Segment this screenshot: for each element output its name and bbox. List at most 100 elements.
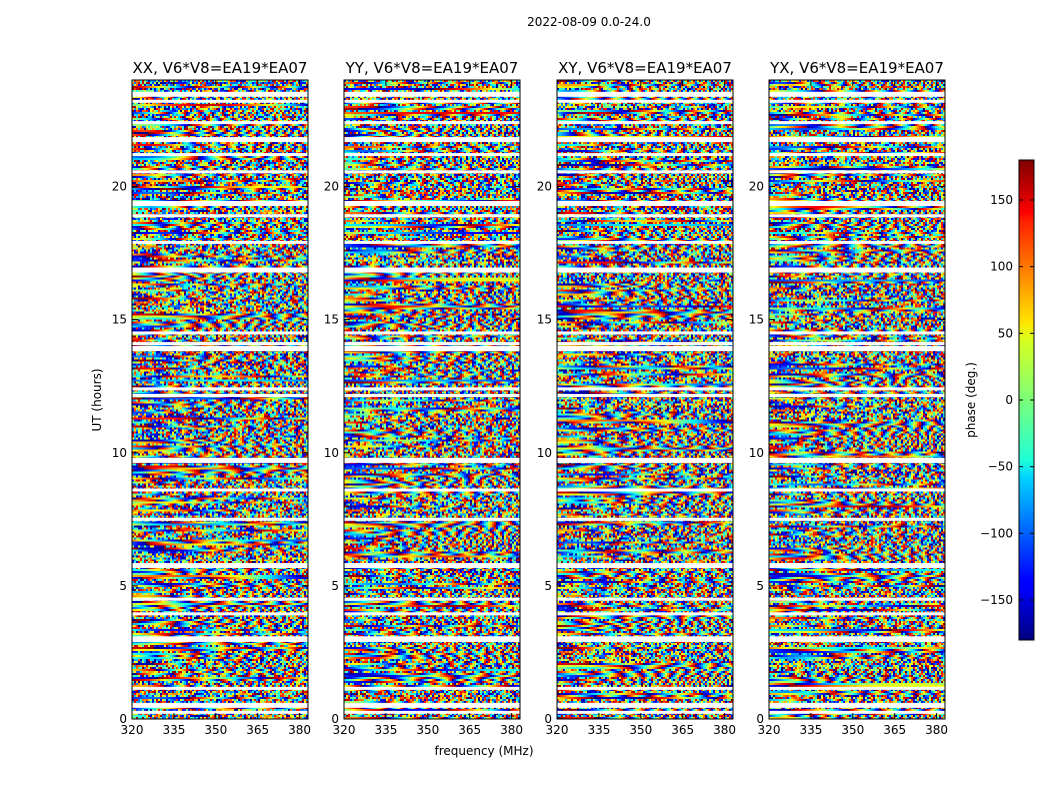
colorbar-tick-label: −50 [988,460,1013,474]
flagged-row [344,331,520,335]
flagged-row [769,710,945,714]
flagged-row [557,457,733,463]
colorbar-tick-label: 0 [1005,393,1013,407]
panel-frame [131,79,309,720]
panel-frame [556,79,734,720]
y-tick-label: 0 [544,712,552,726]
flagged-row [344,686,520,690]
flagged-row [132,153,308,157]
x-tick-label: 380 [925,723,948,737]
flagged-row [344,387,520,391]
flagged-row [132,121,308,125]
x-tick-label: 350 [841,723,864,737]
flagged-row [132,91,308,97]
flagged-row [769,563,945,569]
y-tick-label: 0 [119,712,127,726]
panel-title-yy: YY, V6*V8=EA19*EA07 [345,59,519,77]
flagged-row [769,387,945,391]
flagged-row [344,710,520,714]
x-tick-label: 335 [162,723,185,737]
colorbar-label: phase (deg.) [964,362,978,438]
y-tick-label: 5 [331,579,339,593]
x-tick-label: 350 [204,723,227,737]
flagged-row [132,457,308,463]
phase-heatmap-xy [557,80,733,719]
x-axis-label: frequency (MHz) [434,744,533,758]
flagged-row [769,240,945,244]
y-tick-label: 5 [544,579,552,593]
flagged-row [769,214,945,218]
flagged-row [769,612,945,616]
x-tick-label: 335 [587,723,610,737]
x-tick-label: 320 [121,723,144,737]
flagged-row [132,342,308,346]
flagged-row [132,612,308,616]
flagged-row [769,137,945,143]
x-tick-label: 350 [416,723,439,737]
panel-yx: YX, V6*V8=EA19*EA07 320 335 350 365 380 0 5 10 15… [749,59,948,737]
flagged-row [769,346,945,352]
y-tick-label: 10 [537,446,552,460]
colorbar-tick-label: −150 [980,593,1013,607]
x-tick-label: 320 [758,723,781,737]
flagged-row [769,636,945,642]
y-tick-label: 15 [537,313,552,327]
flagged-row [344,99,520,103]
flagged-row [132,137,308,143]
flagged-row [557,517,733,521]
colorbar-tick-label: 150 [990,193,1013,207]
y-tick-label: 10 [749,446,764,460]
flagged-row [557,91,733,97]
colorbar-tick-label: 50 [998,326,1013,340]
flagged-row [557,387,733,391]
flagged-row [132,214,308,218]
panel-xx: XX, V6*V8=EA19*EA07 320 335 350 365 380 0 5 10 15… [112,59,311,737]
flagged-row [344,153,520,157]
flagged-row [557,597,733,601]
panel-title-yx: YX, V6*V8=EA19*EA07 [769,59,944,77]
x-tick-label: 320 [546,723,569,737]
y-axis-label: UT (hours) [90,368,104,431]
y-tick-label: 10 [112,446,127,460]
flagged-row [557,686,733,690]
flagged-row [557,636,733,642]
colorbar-tick-label: 100 [990,260,1013,274]
flagged-row [769,153,945,157]
y-tick-label: 20 [324,180,339,194]
flagged-row [132,597,308,601]
colorbar-tick-label: −100 [980,526,1013,540]
x-tick-label: 365 [883,723,906,737]
flagged-row [769,638,945,642]
flagged-row [557,342,733,346]
flagged-row [557,99,733,103]
flagged-row [344,121,520,125]
flagged-row [557,214,733,218]
flagged-row [769,99,945,103]
flagged-row [557,394,733,398]
flagged-row [557,121,733,125]
flagged-row [132,394,308,398]
flagged-row [769,457,945,463]
x-tick-label: 365 [671,723,694,737]
flagged-row [132,563,308,569]
flagged-row [557,200,733,206]
flagged-row [769,200,945,206]
flagged-row [557,331,733,335]
flagged-row [132,517,308,521]
flagged-row [557,710,733,714]
flagged-row [344,91,520,97]
colorbar: −150 −100 −50 0 50 100 150 phase (deg.) [964,159,1035,641]
flagged-row [132,387,308,391]
y-tick-label: 10 [324,446,339,460]
flagged-row [344,702,520,708]
flagged-row [557,488,733,492]
flagged-row [344,137,520,143]
flagged-row [557,170,733,174]
y-tick-label: 5 [756,579,764,593]
flagged-row [344,636,520,642]
flagged-row [344,342,520,346]
flagged-row [344,240,520,244]
flagged-row [557,346,733,352]
phase-heatmap-yy [344,80,520,719]
flagged-row [344,200,520,206]
